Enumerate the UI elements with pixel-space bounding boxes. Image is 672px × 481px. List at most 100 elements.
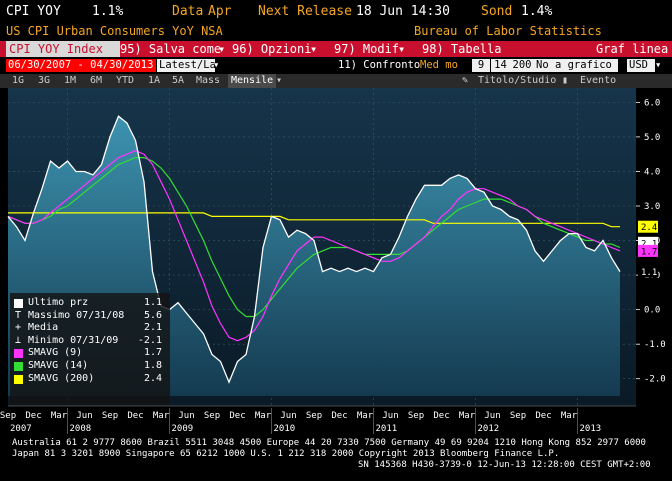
options-button[interactable]: 96) Opzioni [232, 42, 312, 56]
x-year-label: 2012 [478, 424, 500, 434]
x-year-label: 2013 [580, 424, 602, 434]
x-month-label: Sep [510, 411, 526, 421]
x-month-label: Jun [382, 411, 398, 421]
security-description: US CPI Urban Consumers YoY NSA [6, 24, 223, 38]
chart-line-label[interactable]: Graf linea [596, 42, 669, 56]
end-label-text: 1.1 [641, 268, 657, 278]
legend-value: 1.7 [143, 347, 162, 359]
x-axis: Sep Dec Mar Jun Sep Dec Mar Jun Sep Dec Mar Jun Sep D… [0, 405, 636, 434]
title-study-button[interactable]: Titolo/Studio [478, 75, 557, 86]
modify-dropdown-icon[interactable]: ▾ [398, 42, 406, 56]
no-chart-field[interactable]: No a grafico i [534, 59, 625, 72]
security-header: CPI YOY 1.1% Data Apr Next Release 18 Ju… [0, 0, 672, 24]
legend-label: SMAVG (200) [28, 372, 95, 384]
end-label-text: 2.1 [641, 239, 657, 249]
tab-1a[interactable]: 1A [148, 75, 161, 86]
date-value: Apr [208, 4, 232, 19]
survey-value: 1.4% [521, 4, 553, 19]
index-name-field[interactable]: CPI YOY Index [6, 41, 120, 57]
pencil-icon[interactable]: ✎ [462, 75, 469, 86]
tab-3g[interactable]: 3G [38, 75, 51, 86]
last-value: 1.1% [92, 4, 124, 19]
x-month-label: Mar [255, 411, 272, 421]
legend-row: T Massimo 07/31/08 5.6 [10, 310, 170, 323]
legend-label: Minimo 07/31/09 [28, 334, 119, 346]
event-button[interactable]: Evento [580, 75, 617, 86]
legend-value: 2.4 [143, 372, 162, 384]
table-button[interactable]: 98) Tabella [422, 42, 502, 56]
legend-row: SMAVG (200) 2.4 [10, 373, 170, 386]
x-year-label: 2007 [10, 424, 32, 434]
x-month-label: Dec [25, 411, 41, 421]
y-tick-label: 0.0 [644, 306, 660, 316]
next-release-label: Next Release [258, 4, 352, 19]
tab-monthly[interactable]: Mensile [228, 74, 277, 88]
y-tick-label: 6.0 [644, 98, 660, 108]
legend-row: SMAVG (9) 1.7 [10, 347, 170, 360]
last-dropdown-icon[interactable]: ▾ [213, 59, 220, 71]
x-month-label: Jun [178, 411, 194, 421]
legend-value: 1.8 [143, 359, 162, 371]
tab-1m[interactable]: 1M [64, 75, 77, 86]
y-tick-label: -2.0 [644, 375, 666, 385]
legend-marker: + [15, 322, 22, 334]
end-label-box [638, 244, 658, 257]
tab-ytd[interactable]: YTD [116, 75, 135, 86]
currency-field[interactable]: USD [627, 59, 655, 72]
chart-legend: Ultimo prz 1.1 T Massimo 07/31/08 5.6 + Media 2… [10, 293, 170, 405]
x-month-label: Mar [357, 411, 374, 421]
tab-5a[interactable]: 5A [172, 75, 185, 86]
footer: Australia 61 2 9777 8600 Brazil 5511 304… [0, 436, 672, 481]
security-subheader: US CPI Urban Consumers YoY NSA Bureau of… [0, 22, 672, 40]
save-as-button[interactable]: 95) Salva come [120, 42, 222, 56]
x-month-label: Mar [153, 411, 170, 421]
series-line-cpi-yoy [7, 115, 621, 384]
tab-1g[interactable]: 1G [12, 75, 25, 86]
compare-value[interactable]: Med mo [420, 59, 458, 71]
save-dropdown-icon[interactable]: ▾ [218, 42, 226, 56]
date-range-field[interactable]: 06/30/2007 - 04/30/2013 [6, 59, 156, 72]
tab-6m[interactable]: 6M [90, 75, 103, 86]
x-month-label: Dec [535, 411, 551, 421]
x-month-label: Mar [51, 411, 68, 421]
survey-label: Sond [481, 4, 513, 19]
modify-button[interactable]: 97) Modif [334, 42, 400, 56]
tab-dropdown-icon[interactable]: ▾ [276, 75, 283, 86]
end-value-labels: 2.4 2.11.7 1.1 [638, 220, 658, 278]
x-month-label: Mar [459, 411, 476, 421]
legend-marker [14, 349, 23, 359]
y-tick-label: -1.0 [644, 340, 666, 350]
period-1-field[interactable]: 9 [472, 59, 490, 72]
x-year-label: 2010 [274, 424, 296, 434]
end-label-text: 2.4 [641, 223, 657, 233]
period-tabs: 1G 3G 1M 6M YTD 1A 5A Mass Mensile ▾ ✎ T… [0, 74, 672, 88]
legend-marker: T [15, 309, 22, 321]
period-3-field[interactable]: 200 [510, 59, 534, 72]
date-label: Data [172, 4, 204, 19]
function-toolbar: CPI YOY Index 95) Salva come ▾ 96) Opzio… [0, 41, 672, 57]
period-2-field[interactable]: 14 [491, 59, 510, 72]
x-month-label: Jun [280, 411, 296, 421]
series-line-smavg-9 [7, 150, 621, 342]
y-tick-label: 5.0 [644, 133, 660, 143]
compare-label: 11) Confronto [338, 59, 421, 71]
last-price-field[interactable]: Latest/Las [157, 59, 223, 72]
legend-label: SMAVG (14) [28, 359, 89, 371]
legend-row: SMAVG (14) 1.8 [10, 360, 170, 373]
end-label-box [638, 220, 658, 233]
event-icon[interactable]: ▮ [562, 75, 569, 86]
y-tick-label: 4.0 [644, 167, 660, 177]
x-month-label: Dec [229, 411, 245, 421]
currency-dropdown-icon[interactable]: ▾ [655, 59, 662, 71]
x-year-label: 2008 [70, 424, 92, 434]
tab-max[interactable]: Mass [196, 75, 221, 86]
legend-value: 5.6 [143, 309, 162, 321]
x-month-label: Sep [0, 411, 16, 421]
end-label-box [638, 265, 658, 278]
x-year-label: 2011 [376, 424, 398, 434]
legend-row: ⊥ Minimo 07/31/09 -2.1 [10, 335, 170, 348]
options-dropdown-icon[interactable]: ▾ [310, 42, 318, 56]
x-year-label: 2009 [172, 424, 194, 434]
series-line-smavg-200 [8, 212, 620, 228]
x-month-label: Sep [204, 411, 220, 421]
